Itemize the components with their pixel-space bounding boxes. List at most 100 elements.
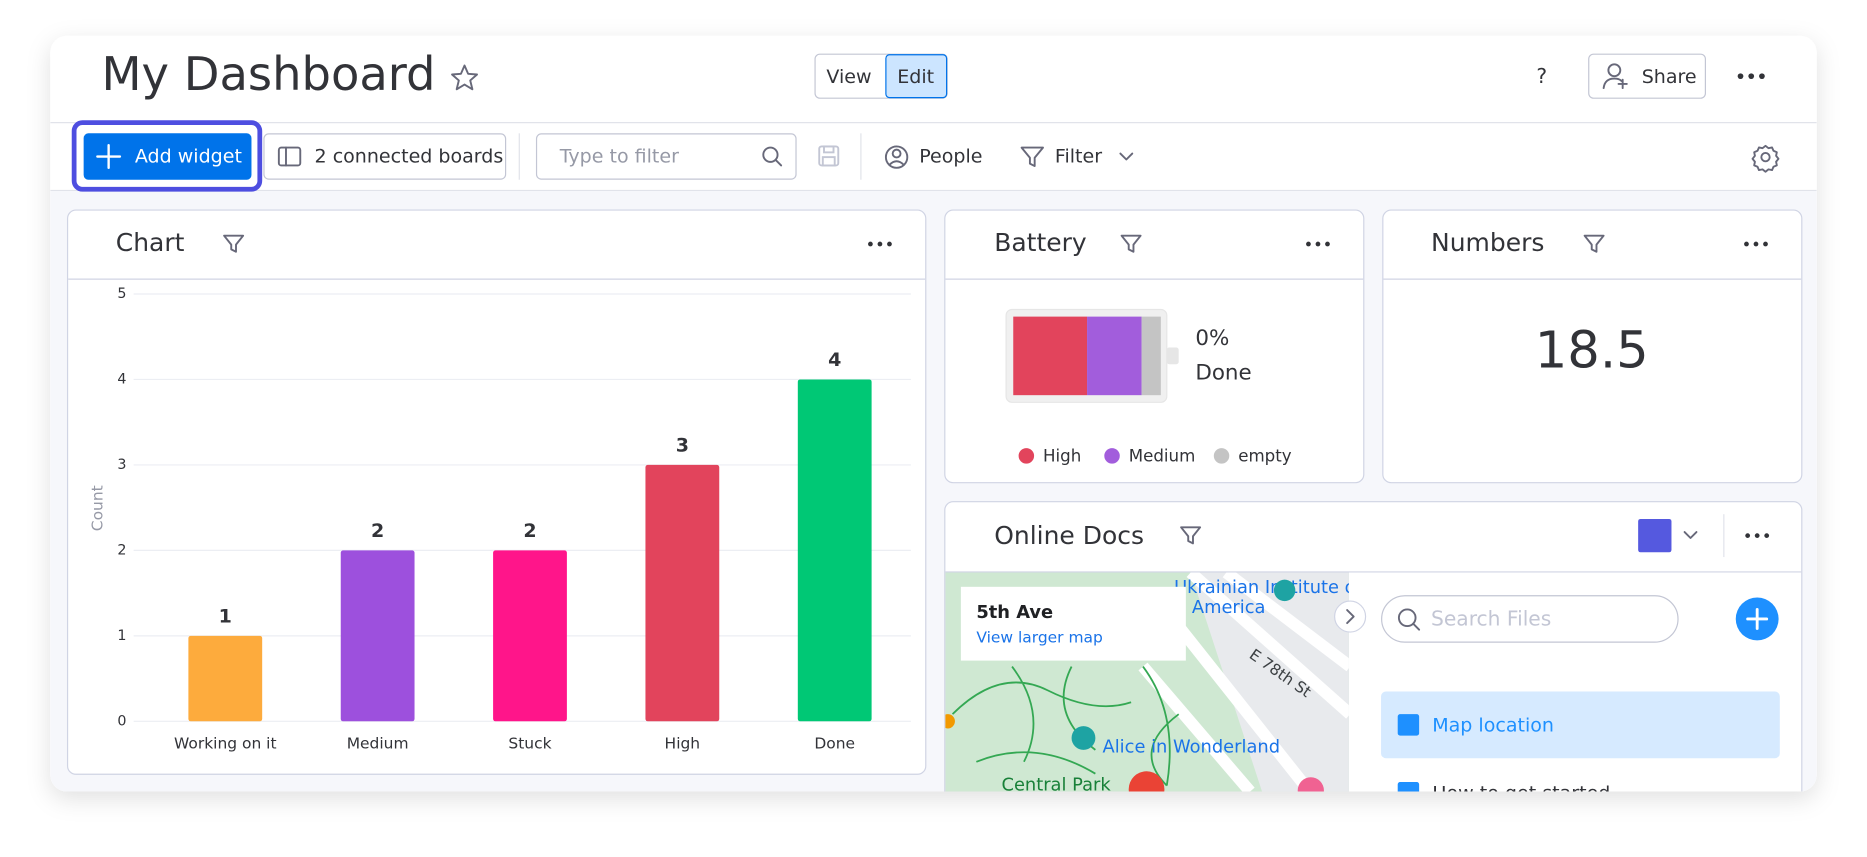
y-tick-label: 0 (117, 713, 126, 729)
map-label: Central Park (1001, 775, 1111, 796)
y-tick-label: 1 (117, 628, 126, 644)
legend-label: Medium (1129, 447, 1196, 466)
map-pin (1273, 579, 1296, 602)
y-tick-label: 2 (117, 542, 126, 558)
widget-title: Online Docs (994, 521, 1144, 550)
chevron[interactable] (1119, 152, 1134, 161)
plus-icon (96, 144, 122, 170)
boards-icon (277, 146, 302, 167)
more-menu[interactable] (1737, 73, 1765, 80)
more-menu[interactable] (1745, 533, 1770, 539)
share-label: Share (1642, 66, 1697, 88)
bar (493, 550, 567, 722)
y-tick-label: 4 (117, 371, 126, 387)
more-menu[interactable] (1744, 241, 1768, 247)
more-menu[interactable] (1306, 241, 1330, 247)
map-label: Ukrainian Institute of (1174, 577, 1362, 598)
battery-status: Done (1195, 361, 1251, 386)
numbers-widget (1382, 209, 1803, 484)
view-button[interactable]: View (826, 66, 871, 88)
data-label: 2 (371, 520, 384, 542)
battery-percent: 0% (1195, 326, 1229, 351)
share-icon (1602, 63, 1628, 90)
battery-segment (1087, 316, 1142, 396)
widget-title: Numbers (1431, 228, 1544, 257)
filter-input[interactable] (535, 133, 797, 180)
people-filter[interactable]: People (919, 146, 982, 168)
legend-dot (1213, 448, 1230, 464)
search-icon (1397, 608, 1421, 631)
number-value: 18.5 (1535, 321, 1649, 381)
x-tick-label: Medium (347, 734, 409, 752)
search-placeholder: Search Files (1431, 607, 1551, 631)
y-axis-label: Count (88, 485, 106, 531)
battery-segment (1141, 316, 1161, 396)
bar (188, 635, 263, 722)
add-widget-button[interactable] (83, 133, 252, 180)
plus-icon (1746, 607, 1769, 630)
bar (797, 379, 872, 722)
connected-boards-button[interactable] (263, 133, 507, 180)
widget-title: Battery (994, 228, 1087, 257)
map-paths (951, 666, 1180, 787)
chevron[interactable] (1683, 531, 1698, 539)
focus-ring (71, 120, 263, 192)
map-pin (1071, 726, 1096, 750)
connected-boards-label: 2 connected boards (315, 146, 504, 168)
data-label: 4 (828, 349, 841, 371)
settings-icon[interactable] (1751, 144, 1780, 173)
filter-button[interactable]: Filter (1055, 146, 1102, 168)
map-link[interactable]: View larger map (976, 628, 1102, 646)
map-pin (945, 714, 955, 729)
map-pin (1297, 777, 1324, 792)
map-place: 5th Ave (976, 602, 1053, 623)
map-marker (1128, 771, 1165, 792)
map-label: Alice in Wonderland (1103, 736, 1281, 757)
star-icon[interactable] (451, 64, 478, 91)
file-name[interactable]: How to get started (1432, 782, 1610, 804)
edit-button[interactable]: Edit (897, 66, 934, 88)
more-menu[interactable] (868, 241, 892, 247)
filter-icon[interactable] (1583, 234, 1605, 253)
data-label: 2 (523, 520, 536, 542)
map-info-card (960, 586, 1186, 661)
x-tick-label: Done (814, 734, 855, 752)
people-icon (884, 145, 909, 169)
filter-icon[interactable] (223, 234, 245, 253)
filter-icon (1020, 146, 1044, 167)
map-streets (1138, 572, 1349, 792)
file-icon (1397, 714, 1420, 736)
x-tick-label: High (665, 734, 701, 752)
add-widget-label: Add widget (135, 146, 242, 168)
filter-icon[interactable] (1180, 526, 1202, 545)
save-icon[interactable] (818, 145, 840, 167)
legend-dot (1104, 448, 1120, 464)
collapse-button[interactable] (1334, 600, 1367, 633)
map-blocks (1190, 572, 1349, 792)
search-files-input[interactable] (1381, 595, 1679, 643)
map-label: America (1192, 597, 1266, 618)
filter-icon[interactable] (1120, 234, 1142, 253)
bar (340, 550, 415, 722)
data-label: 1 (219, 605, 232, 627)
widget-title: Chart (116, 228, 185, 257)
file-icon (1397, 782, 1420, 792)
bar (645, 464, 720, 722)
x-tick-label: Working on it (174, 734, 277, 752)
battery-segment (1013, 316, 1088, 396)
edit-toggle[interactable] (885, 54, 948, 99)
y-tick-label: 5 (117, 286, 126, 302)
filter-placeholder: Type to filter (559, 146, 679, 168)
y-tick-label: 3 (117, 457, 126, 473)
map[interactable]: Ukrainian Institute of America E 78th St… (941, 572, 1363, 807)
doc-thumbnail[interactable] (1638, 518, 1672, 553)
legend-dot (1018, 448, 1035, 464)
legend-label: High (1043, 447, 1081, 466)
file-name[interactable]: Map location (1432, 715, 1554, 737)
battery-cap (1166, 347, 1179, 365)
help-button[interactable]: ? (1536, 64, 1547, 88)
file-row-selected[interactable] (1381, 691, 1780, 759)
dashboard-title: My Dashboard (101, 47, 435, 101)
